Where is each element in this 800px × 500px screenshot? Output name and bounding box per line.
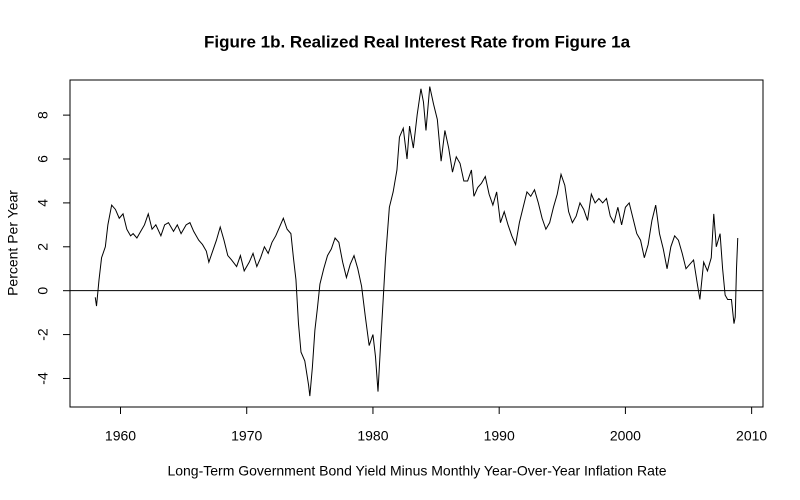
- x-tick-label: 2000: [610, 428, 641, 444]
- x-tick-label: 1970: [231, 428, 262, 444]
- y-tick-label: 4: [35, 199, 51, 207]
- y-tick-label: 2: [35, 243, 51, 251]
- chart-title: Figure 1b. Realized Real Interest Rate f…: [204, 32, 631, 51]
- y-tick-label: 8: [35, 111, 51, 119]
- x-tick-label: 2010: [736, 428, 767, 444]
- data-line: [94, 86, 739, 397]
- x-tick-label: 1960: [105, 428, 136, 444]
- y-tick-label: 6: [35, 155, 51, 163]
- y-tick-label: -4: [35, 372, 51, 385]
- x-tick-label: 1980: [357, 428, 388, 444]
- x-tick-label: 1990: [484, 428, 515, 444]
- y-axis-label: Percent Per Year: [5, 190, 21, 296]
- y-tick-label: -2: [35, 328, 51, 341]
- plot-box: [69, 79, 764, 408]
- x-axis-label: Long-Term Government Bond Yield Minus Mo…: [167, 463, 666, 479]
- y-tick-label: 0: [35, 287, 51, 295]
